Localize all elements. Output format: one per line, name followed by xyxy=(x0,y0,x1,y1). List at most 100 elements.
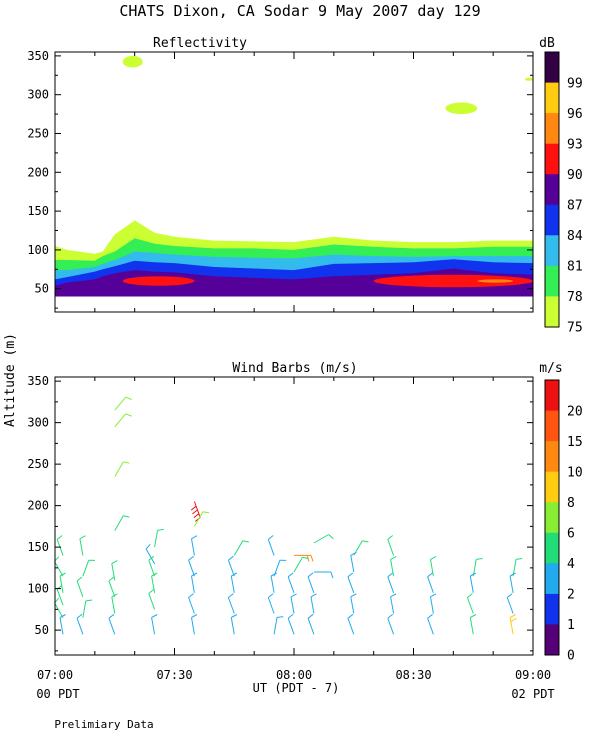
wind-barb xyxy=(350,551,357,573)
ytick-label: 100 xyxy=(27,582,49,596)
wind-barb xyxy=(193,511,210,527)
wind-barb xyxy=(188,555,195,577)
windbarb-colorbar-swatch xyxy=(545,441,559,473)
xtick-label: 09:00 xyxy=(515,668,551,682)
windbarb-colorbar-label: 15 xyxy=(567,435,583,450)
reflectivity-colorbar-label: 93 xyxy=(567,137,583,152)
windbarb-colorbar-label: 10 xyxy=(567,465,583,480)
wind-barb xyxy=(79,535,86,556)
wind-barb xyxy=(313,571,334,579)
windbarb-colorbar-swatch xyxy=(545,380,559,412)
wind-barb xyxy=(506,593,514,614)
y-axis-label: Altitude (m) xyxy=(3,333,18,427)
wind-barb xyxy=(390,555,397,577)
wind-barb xyxy=(310,593,317,614)
windbarb-colorbar-swatch xyxy=(545,563,559,595)
wind-barb xyxy=(56,535,64,556)
wind-barb xyxy=(353,540,369,556)
reflectivity-band-87 xyxy=(55,268,533,297)
windbarb-colorbar-label: 0 xyxy=(567,649,575,664)
windbarb-colorbar-label: 2 xyxy=(567,588,575,603)
reflectivity-colorbar-swatch xyxy=(545,143,559,175)
wind-barb xyxy=(313,534,334,544)
reflectivity-colorbar-label: 75 xyxy=(567,321,583,336)
wind-barb xyxy=(76,613,84,635)
wind-barb xyxy=(108,576,116,598)
wind-barb xyxy=(230,572,238,593)
wind-barb xyxy=(387,613,395,635)
wind-barb xyxy=(191,535,198,556)
reflectivity-patch-0 xyxy=(122,276,195,286)
ytick-label: 250 xyxy=(27,457,49,471)
windbarb-colorbar-label: 6 xyxy=(567,527,575,542)
ytick-label: 150 xyxy=(27,540,49,554)
wind-barb xyxy=(427,613,434,635)
figure-title: CHATS Dixon, CA Sodar 9 May 2007 day 129 xyxy=(119,2,480,20)
xtick-label: 07:00 xyxy=(37,668,73,682)
reflectivity-colorbar-unit: dB xyxy=(539,36,555,51)
windbarb-colorbar-unit: m/s xyxy=(539,361,562,376)
wind-barb xyxy=(154,528,164,548)
wind-barb xyxy=(294,554,314,562)
ytick-label: 300 xyxy=(27,416,49,430)
windbarb-title: Wind Barbs (m/s) xyxy=(232,361,357,376)
reflectivity-patch-1 xyxy=(373,274,533,288)
wind-barb xyxy=(114,461,130,477)
windbarb-colorbar-swatch xyxy=(545,532,559,564)
ytick-label: 50 xyxy=(35,282,49,296)
ytick-label: 200 xyxy=(27,165,49,179)
reflectivity-colorbar-label: 96 xyxy=(567,107,583,122)
wind-barb xyxy=(347,572,355,593)
wind-barb xyxy=(287,572,295,593)
ytick-label: 100 xyxy=(27,243,49,257)
wind-barb xyxy=(430,593,437,614)
ytick-label: 50 xyxy=(35,623,49,637)
wind-barb xyxy=(227,555,235,577)
windbarb-colorbar-swatch xyxy=(545,471,559,503)
footer-note: Prelimiary Data xyxy=(54,718,153,731)
wind-barb xyxy=(82,599,93,618)
wind-barb xyxy=(466,593,474,614)
x-right-local-time: 02 PDT xyxy=(511,687,554,701)
reflectivity-patch-5 xyxy=(525,77,533,81)
reflectivity-colorbar-swatch xyxy=(545,235,559,267)
reflectivity-colorbar-label: 78 xyxy=(567,290,583,305)
xtick-label: 08:30 xyxy=(395,668,431,682)
wind-barb xyxy=(509,572,516,593)
wind-barb xyxy=(148,589,156,610)
reflectivity-patch-3 xyxy=(122,55,143,68)
wind-barb xyxy=(347,613,355,635)
wind-barb xyxy=(227,593,235,614)
wind-barb xyxy=(151,572,158,593)
ytick-label: 150 xyxy=(27,204,49,218)
windbarb-colorbar-frame xyxy=(544,379,560,656)
wind-barb xyxy=(233,540,250,556)
ytick-label: 350 xyxy=(27,49,49,63)
wind-barb xyxy=(390,593,397,614)
reflectivity-colorbar-frame xyxy=(544,51,560,328)
wind-barb xyxy=(472,558,483,577)
reflectivity-colorbar-swatch xyxy=(545,174,559,206)
reflectivity-colorbar-label: 99 xyxy=(567,76,583,91)
windbarb-colorbar-swatch xyxy=(545,410,559,442)
wind-barb xyxy=(350,593,357,614)
wind-barb xyxy=(114,413,132,428)
windbarb-colorbar-swatch xyxy=(545,593,559,625)
reflectivity-colorbar-swatch xyxy=(545,82,559,114)
x-axis-label: UT (PDT - 7) xyxy=(253,681,340,695)
ytick-label: 300 xyxy=(27,88,49,102)
windbarb-colorbar-label: 8 xyxy=(567,496,575,511)
wind-barb xyxy=(512,558,523,577)
wind-barb xyxy=(307,572,315,593)
wind-barb xyxy=(273,616,284,635)
wind-barb xyxy=(307,613,315,635)
wind-barb xyxy=(287,613,295,635)
wind-barb xyxy=(469,572,477,593)
wind-barb xyxy=(151,614,158,635)
reflectivity-colorbar-swatch xyxy=(545,265,559,297)
xtick-label: 07:30 xyxy=(156,668,192,682)
wind-barb xyxy=(114,515,130,531)
wind-barb xyxy=(469,614,477,635)
windbarb-colorbar-swatch xyxy=(545,624,559,656)
